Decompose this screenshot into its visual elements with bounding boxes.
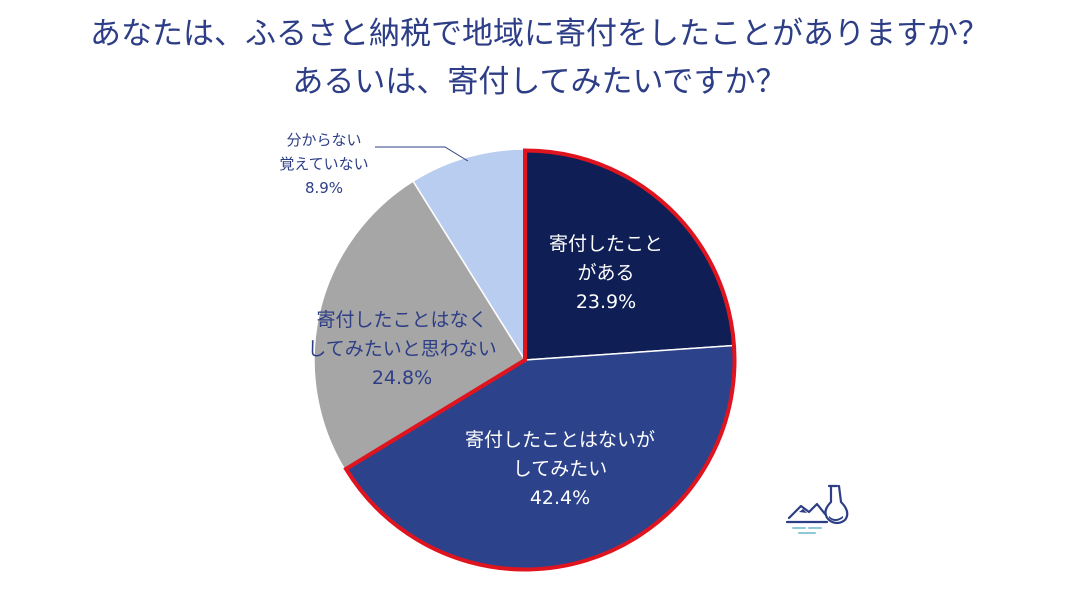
slice-category-label: してみたいと思わない: [307, 338, 496, 360]
slice-category-label: 寄付したことはないが: [465, 429, 655, 451]
slice-label-2: 寄付したことはないがしてみたい 42.4%: [465, 429, 655, 509]
slice-value-label: 24.8%: [372, 367, 432, 389]
slice-labels: 寄付したことがある 23.9%寄付したことはないがしてみたい 42.4%寄付したこと…: [279, 131, 663, 509]
slice-value-label: 23.9%: [576, 291, 636, 313]
slice-label-1: 寄付したことがある 23.9%: [549, 233, 663, 313]
slice-label-4: 分からない覚えていない 8.9%: [279, 131, 368, 197]
pie-highlight-outline: [343, 148, 737, 572]
slice-category-label: 覚えていない: [279, 155, 368, 173]
slice-label-3: 寄付したことはなくしてみたいと思わない 24.8%: [307, 309, 496, 389]
chart-title-line-1: あなたは、ふるさと納税で地域に寄付をしたことがありますか？: [90, 16, 989, 52]
pie-slices: [313, 148, 737, 572]
slice-value-label: 8.9%: [305, 179, 343, 197]
leader-line: [375, 146, 469, 162]
slice-category-label: 分からない: [286, 131, 361, 149]
slice-category-label: 寄付したことはなく: [316, 309, 487, 331]
flask-landscape-icon: [785, 484, 849, 534]
slice-value-label: 42.4%: [530, 487, 590, 509]
highlight-outline: [343, 148, 737, 572]
slice-category-label: がある: [577, 262, 634, 284]
slice-category-label: 寄付したこと: [549, 233, 663, 255]
slice-category-label: してみたい: [513, 458, 607, 480]
chart-title-line-2: あるいは、寄付してみたいですか？: [292, 64, 787, 100]
leader-lines: [375, 146, 469, 162]
chart-title: あなたは、ふるさと納税で地域に寄付をしたことがありますか？ あるいは、寄付してみ…: [0, 10, 1079, 106]
pie-slice-4: [412, 148, 526, 363]
pie-slice-3: [313, 180, 527, 471]
